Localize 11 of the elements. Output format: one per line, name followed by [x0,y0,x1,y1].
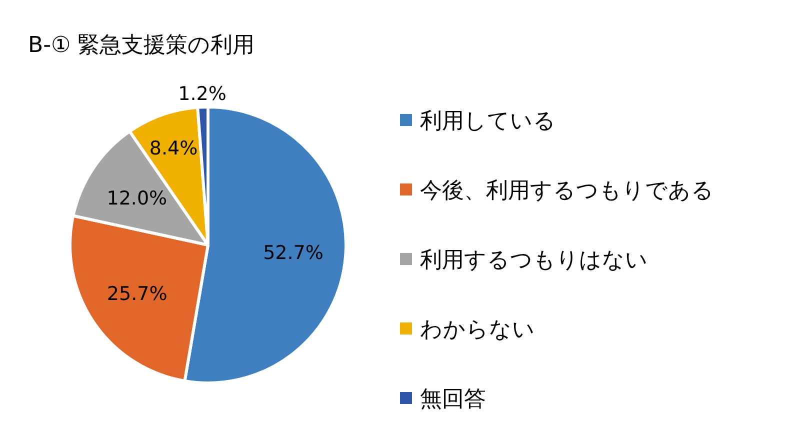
chart-title: B-① 緊急支援策の利用 [28,33,255,58]
legend-label: 無回答 [420,387,486,412]
legend-label: 利用している [420,109,556,134]
data-label: 25.7% [106,282,168,305]
data-label: 12.0% [106,187,168,210]
legend-label: わからない [420,318,535,342]
data-label: 52.7% [263,242,324,264]
legend-label: 今後、利用するつもりである [420,178,714,204]
data-label: 1.2% [178,83,226,106]
data-label: 8.4% [149,137,198,160]
legend-label: 利用するつもりはない [420,248,648,273]
